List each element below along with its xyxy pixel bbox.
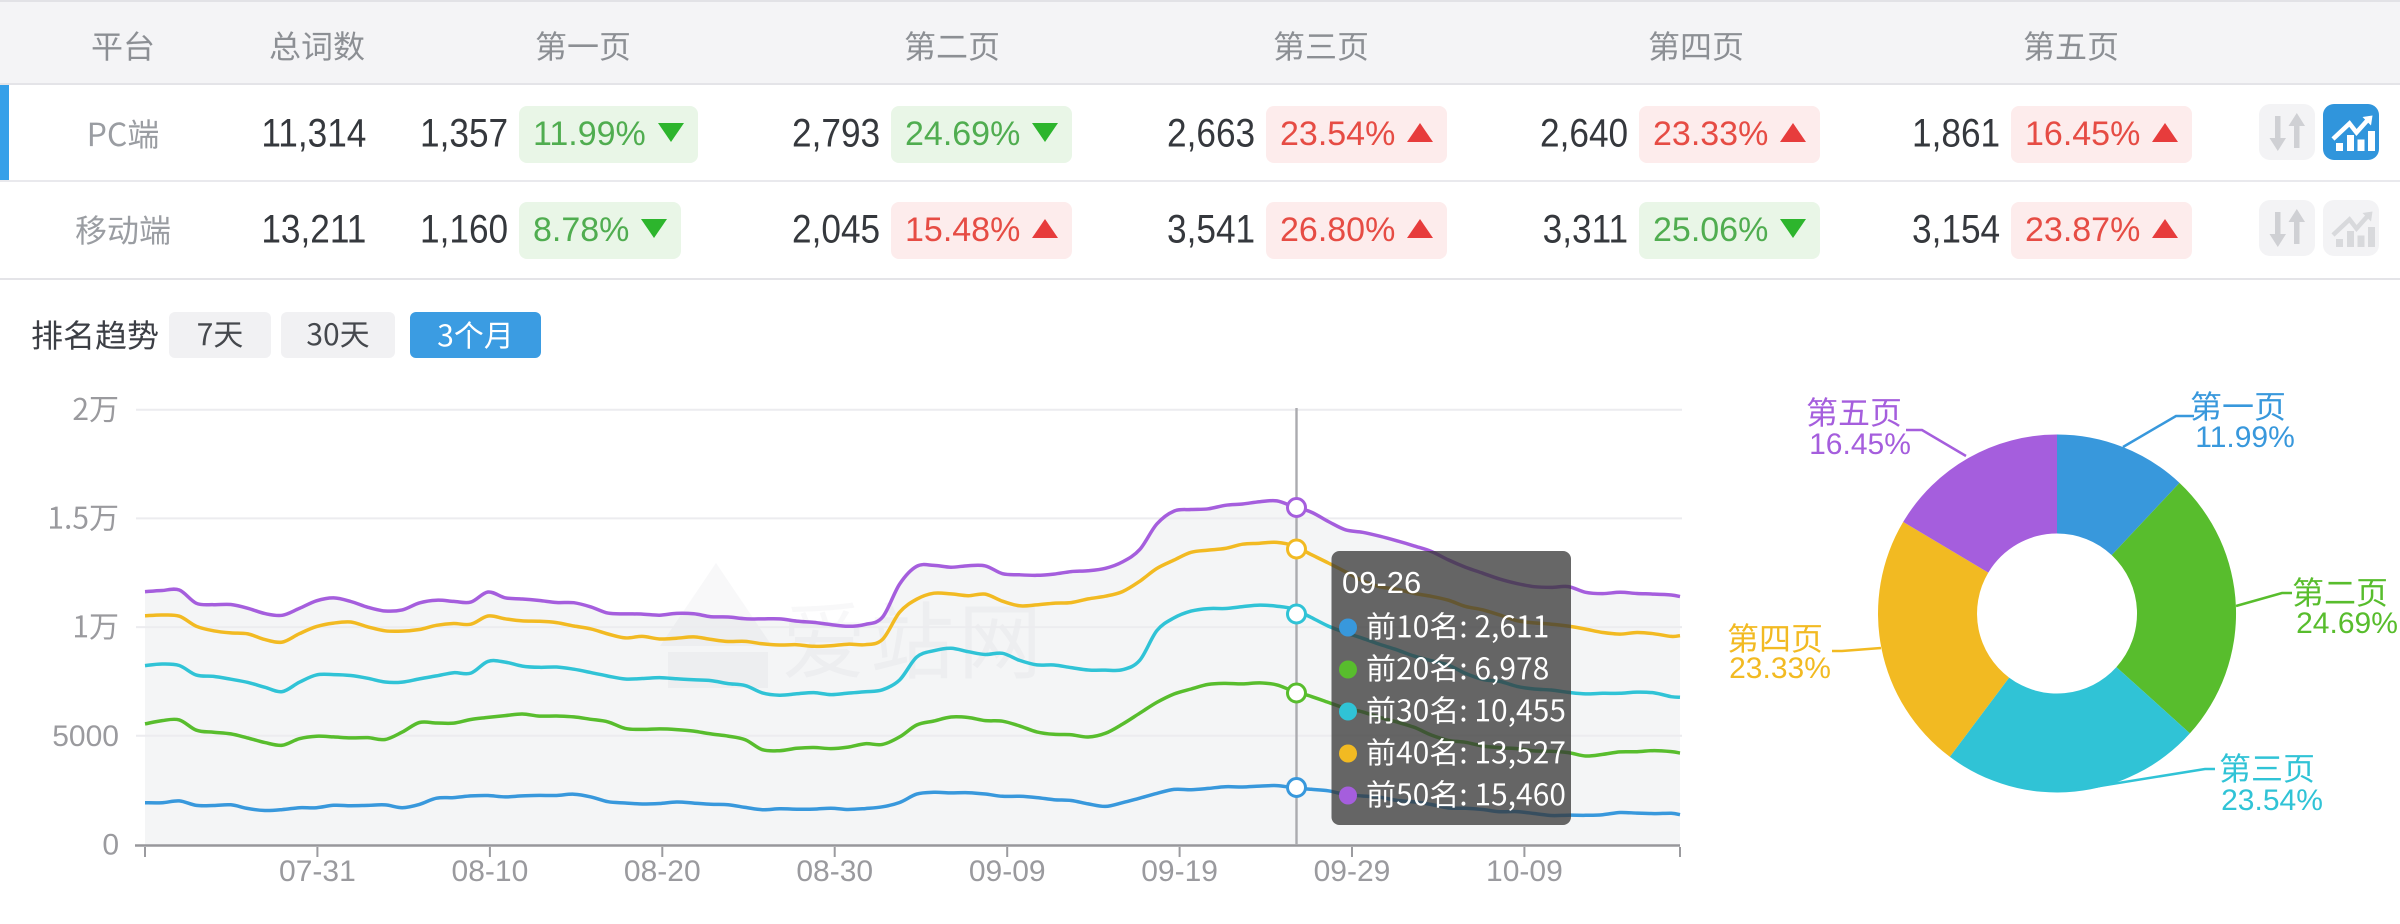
svg-text:11.99%: 11.99%: [2195, 421, 2295, 454]
svg-text:09-09: 09-09: [969, 855, 1046, 888]
svg-text:07-31: 07-31: [279, 855, 356, 888]
svg-text:08-10: 08-10: [452, 855, 529, 888]
svg-text:09-19: 09-19: [1141, 855, 1218, 888]
svg-text:16.45%: 16.45%: [1809, 428, 1911, 461]
svg-text:08-30: 08-30: [796, 855, 873, 888]
svg-text:08-20: 08-20: [624, 855, 701, 888]
svg-text:0: 0: [102, 829, 119, 862]
svg-text:24.69%: 24.69%: [2296, 607, 2398, 640]
svg-text:09-29: 09-29: [1314, 855, 1391, 888]
svg-text:23.54%: 23.54%: [2221, 784, 2323, 817]
svg-text:10-09: 10-09: [1486, 855, 1563, 888]
svg-text:23.33%: 23.33%: [1729, 652, 1831, 685]
svg-text:5000: 5000: [52, 720, 119, 753]
svg-text:09-26: 09-26: [1342, 565, 1421, 600]
